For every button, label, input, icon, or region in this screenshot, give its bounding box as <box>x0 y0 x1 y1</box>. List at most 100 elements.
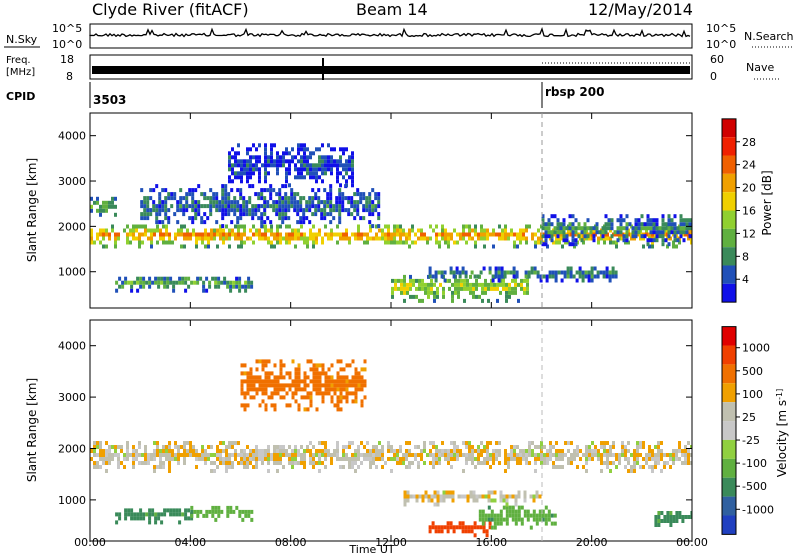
heatmap-cell <box>273 453 276 457</box>
heatmap-cell <box>663 465 666 469</box>
heatmap-cell <box>192 445 195 449</box>
colorbar-segment <box>722 210 736 229</box>
heatmap-cell <box>526 282 529 287</box>
heatmap-cell <box>351 379 355 384</box>
heatmap-cell <box>553 521 557 526</box>
heatmap-cell <box>544 242 548 247</box>
power-cbar-label: Power [dB] <box>760 170 774 235</box>
heatmap-cell <box>288 232 291 237</box>
heatmap-cell <box>531 453 534 457</box>
beam-title: Beam 14 <box>356 0 428 19</box>
heatmap-cell <box>483 457 486 461</box>
heatmap-cell <box>609 228 612 233</box>
heatmap-cell <box>184 516 188 521</box>
heatmap-cell <box>601 230 605 235</box>
heatmap-cell <box>462 469 465 473</box>
heatmap-cell <box>168 449 171 453</box>
heatmap-cell <box>602 274 606 279</box>
heatmap-cell <box>609 236 612 241</box>
colorbar-segment <box>722 283 736 303</box>
nsky-label: N.Sky <box>6 33 38 46</box>
heatmap-cell <box>288 224 291 229</box>
heatmap-cell <box>243 224 246 229</box>
heatmap-cell <box>360 375 364 380</box>
heatmap-cell <box>303 449 306 453</box>
heatmap-cell <box>243 371 247 376</box>
heatmap-cell <box>606 236 609 241</box>
heatmap-cell <box>264 232 267 237</box>
heatmap-cell <box>590 278 594 283</box>
velocity-xlabel: Time UT <box>348 543 394 554</box>
heatmap-cell <box>323 212 327 217</box>
heatmap-cell <box>357 387 361 392</box>
heatmap-cell <box>493 286 496 291</box>
heatmap-cell <box>414 457 417 461</box>
heatmap-cell <box>287 204 291 209</box>
heatmap-cell <box>360 441 363 445</box>
heatmap-cell <box>582 465 585 469</box>
heatmap-cell <box>471 461 474 465</box>
heatmap-cell <box>682 226 686 231</box>
heatmap-cell <box>525 236 528 241</box>
heatmap-cell <box>627 457 630 461</box>
heatmap-cell <box>399 236 402 241</box>
heatmap-cell <box>565 226 569 231</box>
heatmap-cell <box>157 276 161 281</box>
heatmap-cell <box>648 457 651 461</box>
heatmap-cell <box>362 208 366 213</box>
heatmap-cell <box>305 208 309 213</box>
heatmap-cell <box>387 228 390 233</box>
heatmap-cell <box>496 282 499 287</box>
heatmap-cell <box>582 240 585 245</box>
heatmap-cell <box>556 218 560 223</box>
heatmap-cell <box>321 240 324 245</box>
heatmap-cell <box>681 449 684 453</box>
heatmap-cell <box>177 449 180 453</box>
heatmap-cell <box>387 236 390 241</box>
heatmap-cell <box>204 457 207 461</box>
heatmap-cell <box>396 453 399 457</box>
heatmap-cell <box>435 449 438 453</box>
heatmap-cell <box>372 461 375 465</box>
heatmap-cell <box>303 155 306 160</box>
heatmap-cell <box>431 521 435 526</box>
heatmap-cell <box>451 290 454 295</box>
heatmap-cell <box>129 232 132 237</box>
heatmap-cell <box>282 151 285 156</box>
heatmap-cell <box>267 453 270 457</box>
heatmap-cell <box>427 294 430 299</box>
heatmap-cell <box>151 280 155 285</box>
heatmap-cell <box>273 383 277 388</box>
heatmap-cell <box>517 517 521 522</box>
heatmap-cell <box>397 278 400 283</box>
heatmap-cell <box>166 284 170 289</box>
heatmap-cell <box>511 517 515 522</box>
heatmap-cell <box>574 218 578 223</box>
heatmap-cell <box>163 508 167 513</box>
heatmap-cell <box>505 294 508 299</box>
heatmap-cell <box>652 230 656 235</box>
heatmap-cell <box>171 453 174 457</box>
heatmap-cell <box>150 453 153 457</box>
heatmap-cell <box>583 230 587 235</box>
heatmap-cell <box>287 216 291 221</box>
heatmap-cell <box>608 278 612 283</box>
heatmap-cell <box>351 183 354 188</box>
heatmap-cell <box>312 224 315 229</box>
heatmap-cell <box>252 375 256 380</box>
heatmap-cell <box>241 284 245 289</box>
heatmap-cell <box>158 220 162 225</box>
heatmap-cell <box>318 363 322 368</box>
heatmap-cell <box>537 457 540 461</box>
heatmap-cell <box>148 276 152 281</box>
heatmap-cell <box>231 155 234 160</box>
heatmap-cell <box>303 159 306 164</box>
heatmap-cell <box>219 453 222 457</box>
heatmap-cell <box>300 163 303 168</box>
heatmap-cell <box>523 513 527 518</box>
heatmap-cell <box>460 286 463 291</box>
heatmap-cell <box>451 294 454 299</box>
heatmap-cell <box>477 457 480 461</box>
heatmap-cell <box>321 371 325 376</box>
heatmap-cell <box>330 375 334 380</box>
